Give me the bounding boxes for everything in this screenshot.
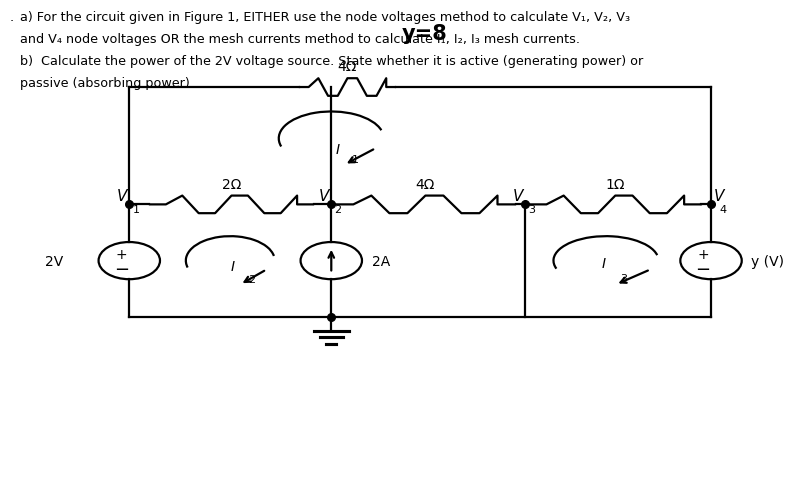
Text: 4Ω: 4Ω — [416, 177, 435, 191]
Text: and V₄ node voltages OR the mesh currents method to calculate I₁, I₂, I₃ mesh cu: and V₄ node voltages OR the mesh current… — [20, 33, 580, 46]
Text: 2: 2 — [248, 274, 255, 284]
Text: passive (absorbing power).: passive (absorbing power). — [20, 77, 194, 90]
Text: 2Ω: 2Ω — [222, 177, 241, 191]
Text: 3: 3 — [621, 273, 628, 283]
Text: .: . — [10, 11, 18, 24]
Text: +: + — [116, 248, 127, 262]
Text: I: I — [335, 143, 339, 157]
Text: y (V): y (V) — [751, 254, 785, 268]
Text: 1: 1 — [133, 205, 140, 215]
Text: 2A: 2A — [372, 254, 390, 268]
Text: I: I — [602, 257, 606, 270]
Text: 4Ω: 4Ω — [338, 60, 357, 74]
Text: ​​b)  Calculate the power of the 2V voltage source. State whether it is active (: ​​b) Calculate the power of the 2V volta… — [20, 55, 643, 68]
Text: 4: 4 — [719, 205, 726, 215]
Text: 2V: 2V — [45, 254, 63, 268]
Text: V: V — [512, 189, 523, 203]
Text: I: I — [230, 259, 234, 273]
Text: V: V — [713, 189, 724, 203]
Text: V: V — [116, 189, 127, 203]
Text: −: − — [114, 261, 128, 278]
Text: 3: 3 — [528, 205, 536, 215]
Text: 1: 1 — [352, 155, 360, 164]
Text: 2: 2 — [335, 205, 342, 215]
Text: +: + — [697, 248, 709, 262]
Text: 1Ω: 1Ω — [605, 177, 625, 191]
Text: a) For the circuit given in Figure 1, EITHER use the node voltages method to cal: a) For the circuit given in Figure 1, EI… — [20, 11, 630, 24]
Text: −: − — [696, 261, 710, 278]
Text: V: V — [318, 189, 329, 203]
Text: y=8: y=8 — [402, 24, 447, 44]
